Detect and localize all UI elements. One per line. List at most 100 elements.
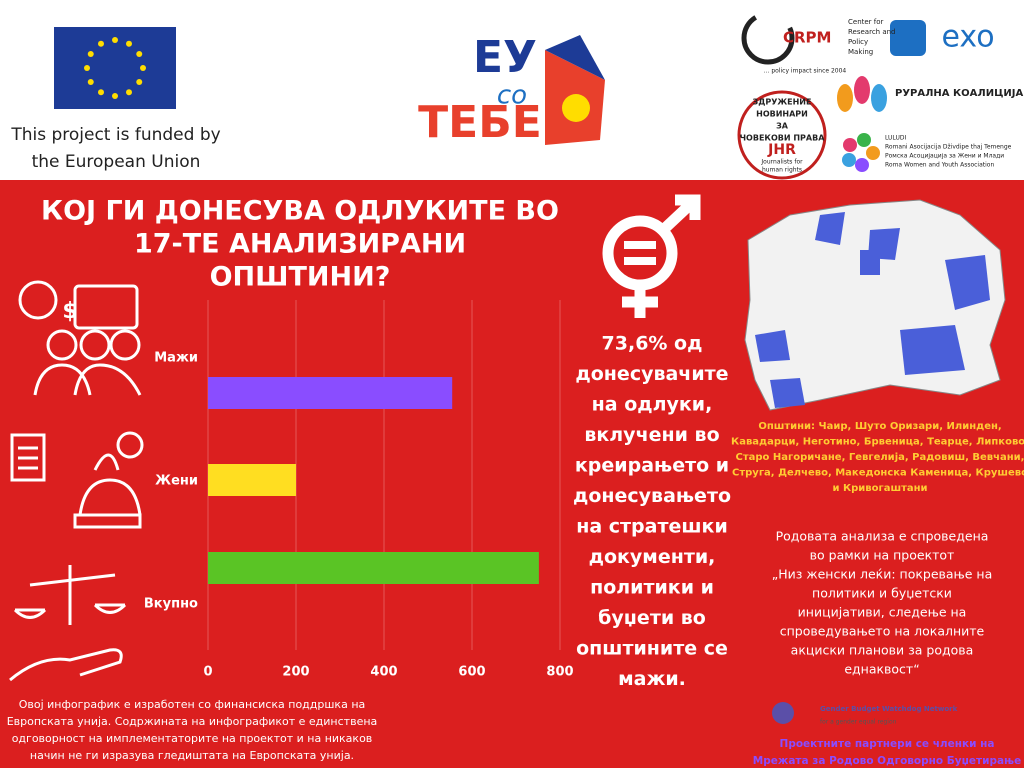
eu-star bbox=[112, 93, 118, 99]
eu-funding-text: the European Union bbox=[32, 152, 201, 172]
chart-title: ОПШТИНИ? bbox=[210, 262, 391, 293]
logo-text: ТЕБЕ bbox=[418, 97, 542, 148]
crpm-tagline: ... policy impact since 2004 bbox=[764, 68, 847, 75]
equal-sign bbox=[624, 241, 656, 249]
disclaimer-text: Европската унија. Содржината на инфограф… bbox=[7, 715, 378, 728]
bar bbox=[208, 464, 296, 496]
partners-text: Мрежата за Родово Одговорно Буџетирање bbox=[753, 755, 1021, 767]
jhr-text: ЧОВЕКОВИ ПРАВА bbox=[740, 134, 826, 143]
statement-text: на одлуки, bbox=[592, 394, 713, 416]
luludi-flower bbox=[842, 133, 880, 172]
eu-star bbox=[136, 79, 143, 85]
statement-text: вклучени во bbox=[584, 424, 719, 446]
eu-star bbox=[87, 79, 94, 85]
chart-title: 17-ТЕ АНАЛИЗИРАНИ bbox=[134, 229, 466, 260]
crpm-name: CRPM bbox=[783, 29, 831, 47]
eu-star bbox=[84, 65, 90, 71]
project-note: во рамки на проектот bbox=[810, 548, 955, 563]
statement-text: општините се bbox=[576, 638, 728, 660]
statement-text: буџети во bbox=[598, 607, 706, 629]
x-tick-label: 400 bbox=[370, 665, 397, 680]
municipalities-text: Кавадарци, Неготино, Брвеница, Теарце, Л… bbox=[731, 437, 1024, 448]
municipalities-text: и Кривогаштани bbox=[832, 483, 927, 494]
municipalities-text: Струга, Делчево, Македонска Каменица, Кр… bbox=[732, 468, 1024, 479]
logo-shape bbox=[545, 35, 605, 80]
statement-text: донесувачите bbox=[575, 363, 728, 385]
partners-text: Проектните партнери се членки на bbox=[780, 738, 995, 750]
x-tick-label: 0 bbox=[203, 665, 212, 680]
statement-text: креирањето и bbox=[575, 455, 729, 477]
eu-funding-text: This project is funded by bbox=[10, 125, 220, 145]
exo-name: exo bbox=[941, 20, 994, 55]
statement-text: на стратешки bbox=[576, 516, 728, 538]
gbwn-name: Gender Budget Watchdog Network bbox=[820, 705, 958, 713]
statement-text: донесувањето bbox=[573, 485, 731, 507]
logo-text: ЕУ bbox=[473, 32, 537, 83]
jhr-text: ЗА bbox=[776, 122, 789, 131]
icon bbox=[9, 280, 144, 682]
crpm-full: Making bbox=[848, 48, 873, 56]
x-tick-label: 800 bbox=[546, 665, 573, 680]
gbwn-icon bbox=[772, 702, 794, 724]
eu-star bbox=[98, 89, 104, 96]
eu-star bbox=[87, 51, 94, 57]
y-tick-label: Жени bbox=[155, 474, 198, 489]
bar bbox=[208, 377, 453, 409]
logo-text: со bbox=[497, 81, 527, 111]
eu-star bbox=[126, 89, 132, 96]
statement-text: мажи. bbox=[618, 668, 686, 690]
statement-text: документи, bbox=[589, 546, 716, 568]
crpm-full: Policy bbox=[848, 38, 868, 46]
eu-star bbox=[98, 40, 104, 47]
project-note: „Низ женски леќи: покревање на bbox=[772, 567, 993, 582]
disclaimer-text: начин не ги изразува гледиштата на Европ… bbox=[30, 749, 354, 762]
crpm-full: Research and bbox=[848, 28, 896, 36]
statement-text: 73,6% од bbox=[602, 333, 703, 355]
project-note: еднаквост“ bbox=[844, 662, 919, 677]
exo-icon bbox=[890, 20, 926, 56]
jhr-full: Journalists for bbox=[760, 159, 803, 166]
project-note: политики и буџетски bbox=[812, 586, 952, 601]
gender-symbol bbox=[602, 194, 701, 318]
jhr-text: НОВИНАРИ bbox=[756, 110, 808, 119]
eu-star bbox=[140, 65, 146, 71]
eu-star bbox=[126, 40, 132, 47]
rural-flower bbox=[837, 76, 887, 112]
logo-sun bbox=[562, 94, 590, 122]
eu-star bbox=[112, 37, 118, 43]
jhr-name: JHR bbox=[767, 142, 796, 158]
equal-sign bbox=[624, 257, 656, 265]
crpm-full: Center for bbox=[848, 18, 884, 26]
project-note: иницијативи, следење на bbox=[798, 605, 967, 620]
bar-chart bbox=[207, 300, 561, 650]
rural-name: РУРАЛНА КОАЛИЦИЈА bbox=[895, 88, 1023, 99]
luludi-text: LULUDI bbox=[885, 135, 906, 142]
y-tick-label: Вкупно bbox=[144, 597, 198, 612]
icon-dollar: $ bbox=[62, 299, 77, 324]
y-tick-label: Мажи bbox=[154, 351, 198, 366]
x-tick-label: 200 bbox=[282, 665, 309, 680]
jhr-text: ЗДРУЖЕНИЕ bbox=[753, 98, 812, 107]
map-highlight bbox=[755, 212, 990, 408]
gbwn-tagline: for a gender equal region bbox=[820, 719, 897, 726]
jhr-full: human rights bbox=[762, 167, 802, 174]
municipalities-text: Старо Нагоричане, Гевгелија, Радовиш, Ве… bbox=[736, 451, 1024, 463]
jhr-logo bbox=[737, 90, 827, 180]
project-note: Родовата анализа е спроведена bbox=[776, 529, 989, 544]
municipalities-text: Општини: Чаир, Шуто Оризари, Илинден, bbox=[758, 421, 1001, 432]
statement-text: политики и bbox=[590, 577, 714, 599]
eu-stars bbox=[84, 37, 146, 99]
chart-title: КОЈ ГИ ДОНЕСУВА ОДЛУКИТЕ ВО bbox=[41, 196, 559, 227]
luludi-text: Roma Women and Youth Association bbox=[885, 162, 994, 169]
crpm-logo bbox=[741, 11, 795, 65]
luludi-text: Ромска Асоцијација за Жени и Млади bbox=[885, 153, 1004, 160]
project-note: акциски планови за родова bbox=[791, 643, 974, 658]
bar bbox=[208, 552, 539, 584]
disclaimer-text: одговорност на имплементаторите на проек… bbox=[12, 732, 373, 745]
luludi-text: Romani Asocijacija Dživdipe thaj Temenge bbox=[885, 144, 1012, 151]
disclaimer-text: Овој инфографик е изработен со финансиск… bbox=[19, 698, 366, 711]
eu-star bbox=[136, 51, 143, 57]
project-note: спроведувањето на локалните bbox=[780, 624, 985, 639]
x-tick-label: 600 bbox=[458, 665, 485, 680]
